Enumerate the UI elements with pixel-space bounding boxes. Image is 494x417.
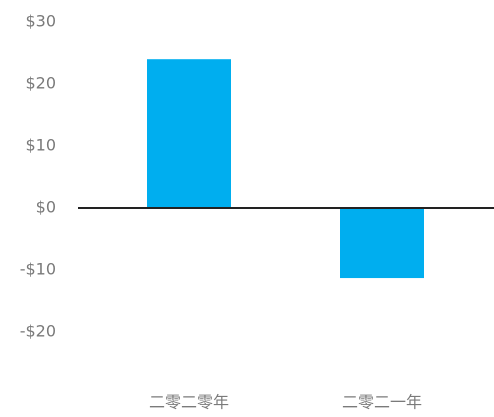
x-tick-label: 二零二零年 — [149, 393, 229, 412]
y-tick-label: $20 — [25, 74, 56, 93]
y-tick-label: -$20 — [20, 322, 56, 341]
y-tick-label: $0 — [36, 198, 56, 217]
bar — [147, 59, 231, 209]
y-tick-label: $30 — [25, 12, 56, 31]
y-tick-label: $10 — [25, 136, 56, 155]
x-tick-label: 二零二一年 — [342, 393, 422, 412]
bar — [340, 208, 424, 279]
y-tick-label: -$10 — [20, 260, 56, 279]
